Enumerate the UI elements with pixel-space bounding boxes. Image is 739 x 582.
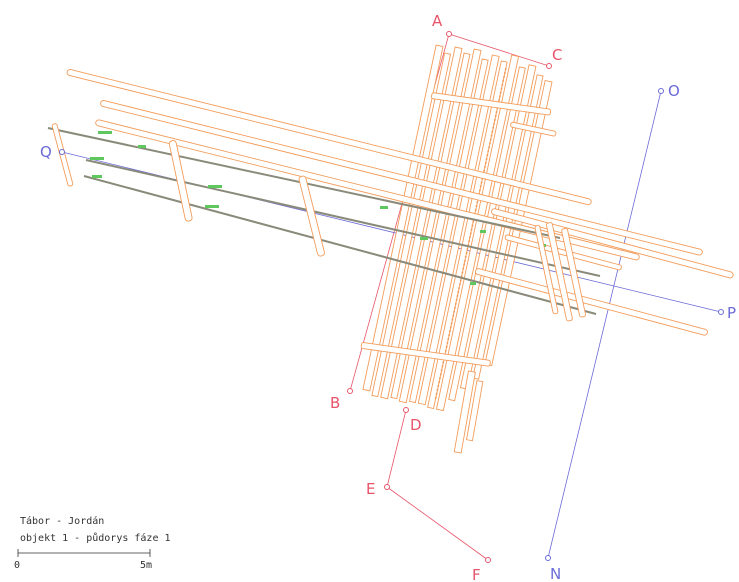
green-mark xyxy=(420,237,428,240)
hatch-line xyxy=(434,67,507,401)
point-e-label: E xyxy=(366,480,375,498)
legend-block: Tábor - Jordán objekt 1 - půdorys fáze 1… xyxy=(14,515,171,571)
board xyxy=(459,64,537,390)
point-labels: A C B D E F O N P Q xyxy=(40,12,736,582)
green-mark xyxy=(205,205,219,208)
scale-start-label: 0 xyxy=(14,560,20,571)
long-beam xyxy=(95,119,640,261)
point-b-marker xyxy=(347,388,353,394)
board xyxy=(435,54,520,412)
caption-title: Tábor - Jordán xyxy=(20,515,104,527)
board xyxy=(417,54,500,406)
line-a-c xyxy=(448,33,550,67)
cross-piece xyxy=(561,228,586,318)
line-e-f xyxy=(386,486,489,561)
gray-beam xyxy=(85,159,601,277)
board xyxy=(453,370,476,454)
board xyxy=(380,46,463,400)
board xyxy=(398,48,482,404)
point-o-marker xyxy=(658,88,664,94)
point-e-marker xyxy=(384,484,390,490)
cross-piece xyxy=(545,222,573,322)
cross-piece xyxy=(534,225,559,315)
point-q-marker xyxy=(59,149,65,155)
board xyxy=(448,66,526,402)
point-d-marker xyxy=(403,407,409,413)
point-n-label: N xyxy=(550,565,561,582)
point-q-label: Q xyxy=(40,143,52,161)
gray-beam xyxy=(83,175,597,315)
cross-piece xyxy=(360,342,491,367)
extension-beam xyxy=(474,268,708,336)
point-c-label: C xyxy=(552,46,562,64)
long-beam xyxy=(100,100,703,256)
green-mark xyxy=(208,185,222,188)
green-mark xyxy=(380,206,388,209)
point-p-marker xyxy=(718,309,724,315)
line-o-n xyxy=(547,90,662,559)
green-mark xyxy=(138,145,146,148)
caption-subtitle: objekt 1 - půdorys fáze 1 xyxy=(20,532,171,544)
green-marks xyxy=(90,131,546,285)
point-n-marker xyxy=(545,555,551,561)
cross-pieces xyxy=(51,92,586,367)
point-a-label: A xyxy=(432,12,443,30)
green-mark xyxy=(90,157,104,160)
cross-piece xyxy=(168,140,193,222)
board xyxy=(390,52,471,400)
point-d-label: D xyxy=(410,416,422,434)
point-a-marker xyxy=(446,31,452,37)
point-f-marker xyxy=(485,557,491,563)
board xyxy=(371,52,452,398)
extension-beam xyxy=(504,234,622,271)
line-d-e xyxy=(386,409,407,488)
green-mark xyxy=(470,282,476,285)
cross-piece xyxy=(510,121,557,137)
point-markers xyxy=(59,31,724,563)
board xyxy=(362,44,444,392)
scale-end-label: 5m xyxy=(140,560,152,571)
green-mark xyxy=(92,175,102,178)
green-mark xyxy=(98,131,112,134)
point-o-label: O xyxy=(668,82,680,100)
long-beam xyxy=(66,69,592,206)
vertical-timbers xyxy=(362,44,553,454)
point-p-label: P xyxy=(727,304,736,322)
point-f-label: F xyxy=(472,566,481,582)
point-c-marker xyxy=(546,63,552,69)
board xyxy=(408,58,489,404)
cross-piece xyxy=(298,175,325,257)
board xyxy=(427,60,508,410)
green-mark xyxy=(480,230,486,233)
scale-bar xyxy=(17,549,151,557)
cross-piece xyxy=(431,92,552,116)
board xyxy=(466,380,484,442)
point-b-label: B xyxy=(330,394,340,412)
